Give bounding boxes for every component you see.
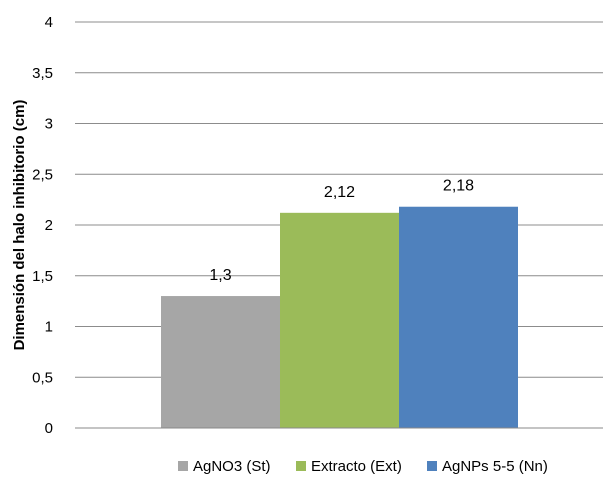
legend-swatch (296, 461, 306, 471)
bar (280, 212, 399, 428)
y-tick-label: 1,5 (32, 268, 53, 285)
y-tick-label: 0,5 (32, 369, 53, 386)
legend-label: AgNO3 (St) (193, 458, 271, 475)
y-tick-label: 3 (45, 116, 53, 133)
data-label: 2,12 (324, 184, 355, 201)
y-tick-labels: 0 0,5 1 1,5 2 2,5 3 3,5 4 (32, 14, 53, 437)
legend-label: AgNPs 5-5 (Nn) (442, 458, 548, 475)
data-label: 2,18 (443, 178, 474, 195)
y-tick-label: 3,5 (32, 65, 53, 82)
bars (161, 206, 518, 428)
y-tick-label: 4 (45, 14, 53, 31)
bar (399, 206, 518, 428)
y-tick-label: 2,5 (32, 166, 53, 183)
data-labels: 1,3 2,12 2,18 (209, 178, 474, 284)
y-tick-label: 0 (45, 420, 53, 437)
legend-swatch (178, 461, 188, 471)
y-tick-label: 1 (45, 319, 53, 336)
legend: AgNO3 (St) Extracto (Ext) AgNPs 5-5 (Nn) (178, 458, 548, 475)
y-tick-label: 2 (45, 217, 53, 234)
legend-label: Extracto (Ext) (311, 458, 402, 475)
legend-swatch (427, 461, 437, 471)
bar (161, 296, 280, 428)
y-axis-title: Dimensión del halo inhibitorio (cm) (11, 100, 28, 351)
data-label: 1,3 (209, 267, 231, 284)
